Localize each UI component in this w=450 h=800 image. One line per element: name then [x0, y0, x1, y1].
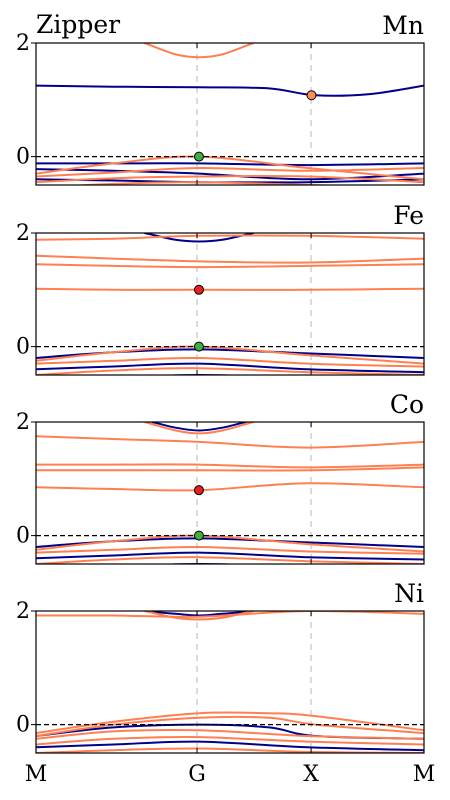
band-line [36, 761, 424, 767]
band-line [36, 362, 424, 374]
panel-fe: 0 2 Fe [16, 201, 425, 401]
band-line [36, 205, 424, 207]
band-line [36, 254, 424, 264]
band-line [36, 435, 424, 449]
band-line [36, 556, 424, 564]
y-tick-label: 2 [16, 31, 30, 56]
band-line [36, 466, 424, 472]
band-line [36, 356, 424, 368]
panel-co: 0 2 Co [16, 390, 425, 590]
band-line [36, 767, 424, 773]
band-line [36, 570, 424, 576]
y-tick-label: 0 [16, 335, 30, 360]
band-line [36, 84, 424, 97]
bands [36, 611, 424, 773]
band-line [36, 203, 424, 213]
panel-label: Co [390, 390, 424, 419]
band-line [36, 586, 424, 590]
figure-title: Zipper [36, 10, 120, 39]
band-marker [193, 284, 204, 295]
band-line [36, 740, 424, 752]
band-marker [193, 151, 204, 162]
band-line [155, 373, 250, 375]
band-line [36, 166, 424, 178]
band-line [151, 422, 247, 432]
panel-mn: 0 2 Mn [16, 11, 425, 214]
bands [36, 233, 424, 401]
band-line [36, 711, 424, 735]
band-line [36, 174, 424, 184]
band-line [155, 562, 250, 564]
x-tick-label: G [188, 762, 206, 787]
band-marker [193, 485, 204, 496]
x-tick-label: M [413, 762, 436, 787]
band-line [36, 756, 424, 760]
band-line [36, 287, 424, 291]
band-line [36, 208, 424, 214]
band-line [36, 735, 424, 746]
band-marker [193, 530, 204, 541]
band-line [36, 545, 424, 555]
band-line [36, 582, 424, 585]
x-tick-label: M [25, 762, 48, 787]
band-line [36, 392, 424, 395]
band-line [36, 386, 424, 392]
y-tick-label: 2 [16, 410, 30, 435]
y-tick-label: 0 [16, 713, 30, 738]
band-line [36, 575, 424, 582]
panels: 0 2 Mn 0 2 Fe 0 2 Co 0 2 Ni [16, 11, 425, 773]
band-line [36, 198, 424, 203]
y-tick-label: 2 [16, 221, 30, 246]
band-line [143, 422, 255, 435]
band-line [143, 611, 255, 621]
axes-frame [35, 421, 425, 565]
axes-frame [35, 42, 425, 186]
band-line [36, 463, 424, 469]
y-tick-label: 0 [16, 524, 30, 549]
band-line [36, 482, 424, 492]
band-marker [306, 90, 317, 101]
y-tick-label: 0 [16, 145, 30, 170]
band-line [36, 534, 424, 553]
panel-label: Ni [394, 579, 424, 608]
band-marker [193, 341, 204, 352]
axes-frame [35, 610, 425, 754]
panel-ni: 0 2 Ni [16, 579, 425, 773]
band-line [143, 43, 255, 59]
band-line [143, 233, 255, 243]
panel-label: Fe [393, 201, 424, 230]
bands [36, 43, 424, 214]
band-line [36, 263, 424, 269]
band-line [36, 208, 424, 214]
panel-label: Mn [382, 11, 424, 40]
band-line [36, 162, 424, 167]
band-line [36, 190, 424, 196]
band-line [36, 728, 424, 740]
band-line [36, 234, 424, 241]
band-line [143, 611, 255, 617]
band-line [36, 367, 424, 375]
band-line [36, 551, 424, 561]
y-tick-label: 2 [16, 599, 30, 624]
band-line [36, 397, 424, 401]
axes-frame [35, 232, 425, 376]
x-tick-label: X [303, 762, 319, 787]
band-line [36, 381, 424, 387]
